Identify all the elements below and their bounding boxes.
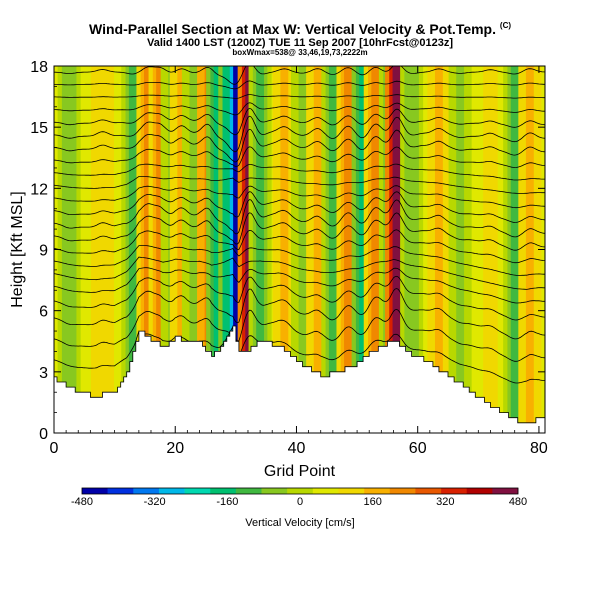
colorbar-swatch xyxy=(107,488,134,494)
theta-contour-19 xyxy=(54,94,545,99)
theta-contour-12 xyxy=(54,176,545,194)
theta-contour-20 xyxy=(54,80,545,90)
theta-contours xyxy=(54,66,545,384)
theta-contour-13 xyxy=(54,163,545,181)
chart-title-text: Wind-Parallel Section at Max W: Vertical… xyxy=(88,21,497,37)
colorbar-tick-label: 0 xyxy=(297,496,303,508)
theta-contour-1 xyxy=(54,308,545,362)
colorbar-swatch xyxy=(158,488,185,494)
y-tick-label: 9 xyxy=(39,243,48,260)
colorbar-frame xyxy=(81,487,519,495)
w-column-19 xyxy=(359,66,368,433)
theta-contour-6 xyxy=(54,245,545,276)
colorbar-swatch xyxy=(312,488,339,494)
copyright-mark: (C) xyxy=(499,21,512,30)
axis-ticks: 0 20 40 60 80 0 3 6 9 12 15 18 xyxy=(30,59,548,457)
w-column-23 xyxy=(407,66,416,433)
colorbar-swatch xyxy=(184,488,211,494)
w-column-22 xyxy=(392,66,401,433)
w-column-20 xyxy=(371,66,380,433)
colorbar-tick-label: 320 xyxy=(436,496,454,508)
chart-title: Wind-Parallel Section at Max W: Vertical… xyxy=(0,21,600,37)
w-column-4 xyxy=(156,66,165,433)
w-column-26 xyxy=(486,66,495,433)
w-column-3 xyxy=(144,66,152,433)
terrain-mask xyxy=(53,325,546,434)
y-tick-label: 3 xyxy=(39,365,48,382)
x-tick-label: 20 xyxy=(166,440,184,457)
w-column-1 xyxy=(98,66,107,433)
colorbar-tick-label: -160 xyxy=(216,496,238,508)
theta-contour-4 xyxy=(54,267,545,304)
theta-contour-3 xyxy=(54,275,545,321)
theta-contour-11 xyxy=(54,185,545,209)
x-tick-label: 80 xyxy=(530,440,548,457)
colorbar-swatch xyxy=(338,488,365,494)
w-column-14 xyxy=(280,66,289,433)
y-tick-label: 18 xyxy=(30,59,48,76)
theta-contour-21 xyxy=(54,66,545,85)
colorbar-swatch xyxy=(287,488,314,494)
w-column-9 xyxy=(213,66,222,433)
theta-contour-5 xyxy=(54,256,545,290)
y-tick-label: 15 xyxy=(30,120,48,137)
colorbar-swatch xyxy=(235,488,262,494)
colorbar-title: Vertical Velocity [cm/s] xyxy=(245,517,354,529)
colorbar-swatch xyxy=(210,488,237,494)
colorbar-tick-label: 480 xyxy=(509,496,527,508)
colorbar-tick-label: 160 xyxy=(363,496,381,508)
theta-contour-9 xyxy=(54,199,545,238)
w-column-25 xyxy=(456,66,465,433)
w-column-28 xyxy=(525,66,534,433)
w-column-15 xyxy=(298,66,307,433)
theta-contour-14 xyxy=(54,146,545,169)
w-column-16 xyxy=(313,66,322,433)
colorbar-swatch xyxy=(261,488,288,494)
w-column-6 xyxy=(177,66,186,433)
theta-contour-7 xyxy=(54,229,545,264)
colorbar-swatch xyxy=(364,488,391,494)
w-column-2 xyxy=(128,66,137,433)
colorbar-tick-label: -320 xyxy=(144,496,166,508)
x-axis-label: Grid Point xyxy=(264,463,336,480)
box-max-line: boxWmax=538@ 33,46,19,73,2222m xyxy=(232,48,368,57)
colorbar-tick-label: -480 xyxy=(71,496,93,508)
colorbar-swatch xyxy=(441,488,468,494)
theta-contour-16 xyxy=(54,115,545,153)
y-tick-label: 12 xyxy=(30,181,48,198)
y-tick-label: 6 xyxy=(39,304,48,321)
theta-contour-2 xyxy=(54,288,545,340)
x-tick-label: 40 xyxy=(288,440,306,457)
theta-contour-15 xyxy=(54,128,545,163)
theta-contour-18 xyxy=(54,102,545,116)
y-tick-label: 0 xyxy=(39,426,48,443)
x-tick-label: 0 xyxy=(50,440,59,457)
valid-time-line: Valid 1400 LST (1200Z) TUE 11 Sep 2007 [… xyxy=(146,37,454,49)
w-column-18 xyxy=(344,66,352,433)
colorbar-swatch xyxy=(389,488,416,494)
colorbar-swatch xyxy=(133,488,160,494)
theta-contour-17 xyxy=(54,107,545,136)
theta-contour-8 xyxy=(54,212,545,251)
colorbar-swatch xyxy=(82,488,108,494)
colorbar-swatch xyxy=(466,488,493,494)
colorbar-swatch xyxy=(415,488,442,494)
theta-contour-10 xyxy=(54,191,545,223)
w-column-0 xyxy=(65,66,74,433)
colorbar-swatch xyxy=(492,488,519,494)
w-column-27 xyxy=(510,66,519,433)
y-axis-label: Height [Kft MSL] xyxy=(9,191,26,308)
w-column-24 xyxy=(434,66,443,433)
x-tick-label: 60 xyxy=(409,440,427,457)
colorbar: -480 -320 -160 0 160 320 480 xyxy=(71,487,527,508)
